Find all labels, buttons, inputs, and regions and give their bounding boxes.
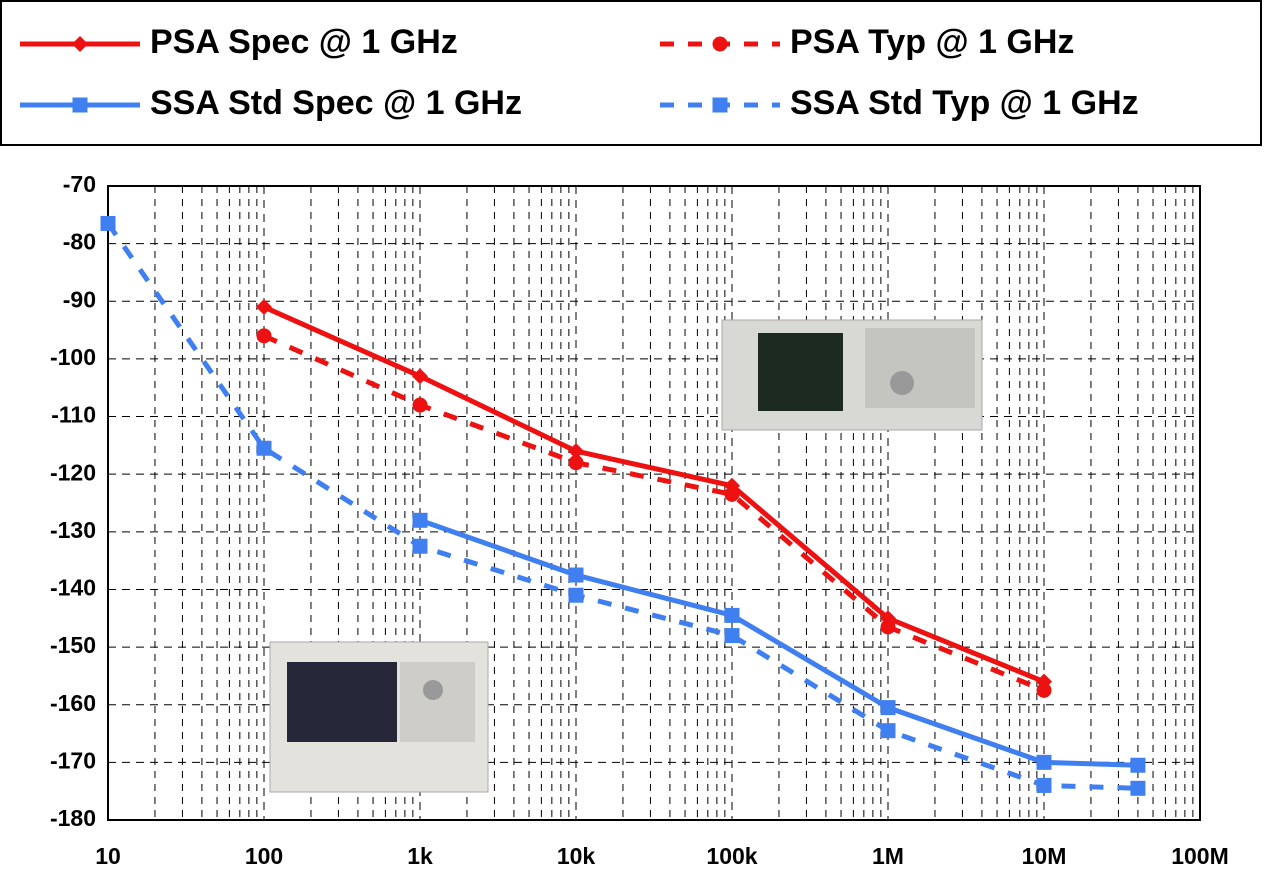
y-tick-label: -130 — [50, 517, 96, 543]
marker — [568, 567, 584, 583]
marker — [568, 587, 584, 603]
marker — [72, 36, 88, 52]
marker — [1130, 757, 1146, 773]
series-line — [419, 517, 1138, 768]
marker — [412, 368, 428, 385]
plot-frame — [107, 185, 1201, 821]
y-tick-label: -160 — [50, 690, 96, 716]
y-tick-label: -170 — [50, 747, 96, 773]
marker — [1130, 780, 1146, 796]
x-tick-label: 1M — [872, 843, 904, 869]
y-tick-label: -150 — [50, 632, 96, 658]
marker — [256, 440, 272, 456]
legend-label: SSA Std Spec @ 1 GHz — [150, 84, 522, 122]
legend-box — [0, 0, 1262, 146]
marker — [72, 97, 88, 113]
marker — [568, 455, 584, 471]
legend: PSA Spec @ 1 GHz PSA Typ @ 1 GHz SSA Std S… — [20, 23, 1139, 122]
x-tick-label: 10k — [557, 843, 596, 869]
y-tick-label: -140 — [50, 575, 96, 601]
y-tick-label: -100 — [50, 344, 96, 370]
legend-label: PSA Typ @ 1 GHz — [790, 23, 1074, 61]
marker — [568, 443, 584, 460]
y-tick-label: -70 — [63, 171, 96, 197]
series-line — [262, 304, 1045, 684]
legend-label: SSA Std Typ @ 1 GHz — [790, 84, 1139, 122]
marker — [256, 328, 272, 344]
x-tick-label: 100M — [1171, 843, 1229, 869]
marker — [100, 215, 116, 231]
legend-label: PSA Spec @ 1 GHz — [150, 23, 458, 61]
series-line — [262, 333, 1045, 693]
marker — [880, 619, 896, 635]
instrument-photo-ssa — [269, 641, 489, 793]
x-tick-label: 1k — [407, 843, 433, 869]
marker — [1036, 682, 1052, 698]
instrument-photo-psa — [721, 319, 983, 431]
y-tick-label: -180 — [50, 805, 96, 831]
x-tick-label: 10M — [1022, 843, 1067, 869]
y-tick-label: -110 — [51, 402, 96, 428]
marker — [1036, 754, 1052, 770]
marker — [724, 607, 740, 623]
y-tick-label: -120 — [50, 459, 96, 485]
marker — [412, 512, 428, 528]
marker — [1036, 777, 1052, 793]
x-tick-label: 100k — [706, 843, 757, 869]
marker — [412, 538, 428, 554]
y-tick-label: -80 — [63, 229, 96, 255]
y-tick-label: -90 — [63, 286, 96, 312]
marker — [712, 36, 728, 52]
x-tick-label: 100 — [245, 843, 283, 869]
marker — [880, 723, 896, 739]
x-tick-label: 10 — [95, 843, 121, 869]
marker — [256, 299, 272, 316]
marker — [724, 628, 740, 644]
marker — [712, 97, 728, 113]
series-line — [105, 222, 1138, 791]
marker — [412, 397, 428, 413]
marker — [724, 486, 740, 502]
marker — [880, 700, 896, 716]
